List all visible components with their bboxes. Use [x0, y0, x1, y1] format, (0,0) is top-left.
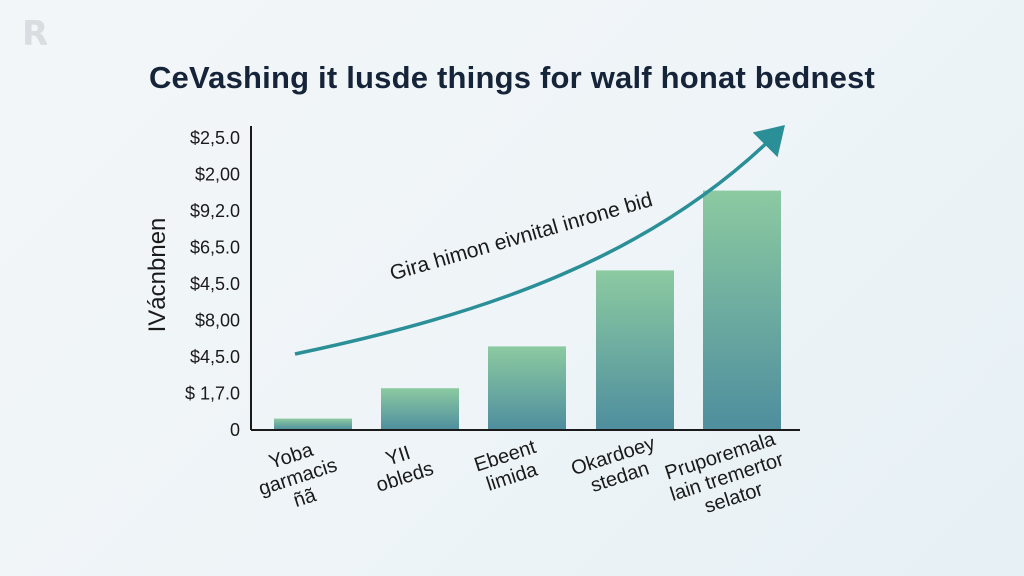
y-tick-label: $8,00: [195, 311, 240, 331]
bar: [274, 418, 352, 430]
y-tick-label: $2,00: [195, 165, 240, 185]
brand-logo: R: [22, 14, 49, 54]
y-tick-label: $6,5.0: [190, 238, 240, 258]
bar: [488, 346, 566, 430]
bar: [381, 388, 459, 430]
x-tick-label: Ebeentlimida: [472, 436, 546, 498]
y-tick-label: 0: [230, 420, 240, 440]
y-axis-label: IVácnbnen: [144, 218, 171, 333]
y-tick-label: $ 1,7.0: [185, 384, 240, 404]
y-tick-label: $9,2.0: [190, 201, 240, 221]
y-tick-label: $4,5.0: [190, 274, 240, 294]
x-tick-label: YIIobleds: [367, 437, 437, 497]
bar: [703, 190, 781, 430]
x-tick-label: Yobagarmacisñã: [249, 433, 347, 521]
x-tick-label: Pruporemalalain tremertorselator: [661, 428, 794, 527]
y-tick-label: $4,5.0: [190, 347, 240, 367]
y-tick-label: $2,5.0: [190, 128, 240, 148]
bar: [596, 270, 674, 430]
x-tick-label: Okardoeystedan: [569, 432, 665, 501]
chart-title: CeVashing it lusde things for walf honat…: [148, 60, 876, 95]
trend-arrow: [294, 125, 785, 356]
